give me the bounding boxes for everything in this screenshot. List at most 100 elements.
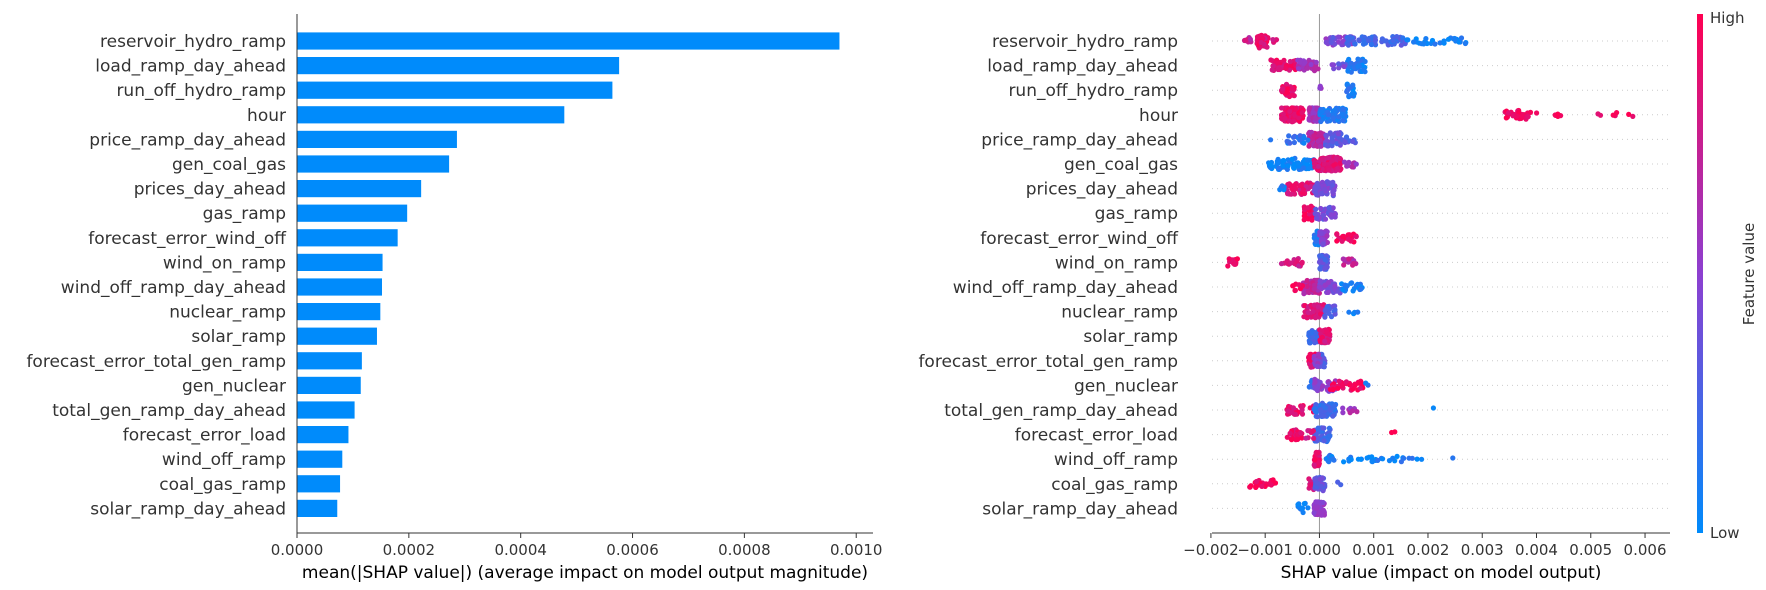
shap-point: [1458, 35, 1465, 41]
feature-label: gen_nuclear: [1074, 376, 1178, 396]
shap-point: [1289, 186, 1295, 192]
shap-point: [1333, 155, 1339, 161]
feature-label: reservoir_hydro_ramp: [992, 32, 1178, 52]
shap-point: [1336, 61, 1342, 67]
feature-label: forecast_error_load: [1015, 426, 1178, 446]
shap-point: [1352, 382, 1358, 388]
shap-point: [1516, 109, 1522, 115]
shap-point: [1331, 162, 1337, 168]
shap-point: [1346, 232, 1352, 238]
shap-point: [1303, 435, 1309, 441]
feature-label: gas_ramp: [1095, 204, 1178, 224]
shap-point: [1286, 133, 1292, 139]
shap-point: [1324, 143, 1331, 149]
shap-point: [1327, 118, 1333, 124]
shap-point: [1392, 429, 1398, 435]
shap-point: [1284, 434, 1290, 440]
shap-point: [1320, 507, 1326, 513]
shap-point: [1332, 311, 1338, 317]
mean-shap-bar-chart: reservoir_hydro_ramp load_ramp_day_aheadr…: [26, 14, 882, 583]
x-tick-label: 0.0010: [830, 541, 883, 559]
bar-run_off_hydro_ramp: [297, 81, 613, 99]
shap-point: [1311, 510, 1317, 516]
shap-point: [1369, 454, 1375, 460]
shap-point: [1317, 143, 1323, 149]
shap-point: [1259, 483, 1265, 489]
shap-point: [1330, 386, 1336, 393]
shap-point: [1503, 115, 1509, 121]
shap-point: [1630, 113, 1636, 119]
shap-point: [1288, 260, 1294, 266]
feature-label: solar_ramp: [191, 327, 286, 347]
shap-point: [1299, 505, 1305, 511]
feature-label: run_off_hydro_ramp: [1008, 81, 1178, 101]
bar-forecast_error_wind_off: [297, 229, 398, 247]
shap-point: [1270, 63, 1276, 69]
shap-point: [1362, 58, 1368, 65]
shap-point: [1289, 156, 1295, 162]
shap-point: [1311, 133, 1317, 139]
x-tick-label: 0.002: [1406, 541, 1449, 559]
colorbar: High Low Feature value: [1697, 9, 1758, 542]
shap-point: [1322, 338, 1328, 344]
shap-point: [1299, 435, 1305, 441]
shap-point: [1456, 39, 1462, 45]
shap-point: [1343, 284, 1349, 290]
shap-point: [1315, 351, 1322, 357]
x-tick-label: 0.001: [1352, 541, 1395, 559]
shap-point: [1350, 261, 1357, 267]
shap-point: [1555, 111, 1561, 117]
shap-point: [1320, 499, 1326, 506]
shap-point: [1308, 61, 1314, 68]
shap-point: [1361, 67, 1367, 73]
shap-point: [1287, 430, 1293, 436]
shap-point: [1225, 263, 1231, 269]
shap-point: [1280, 157, 1287, 164]
shap-point: [1289, 92, 1295, 98]
shap-point: [1320, 383, 1326, 389]
feature-label: forecast_error_total_gen_ramp: [26, 352, 286, 372]
shap-point: [1285, 163, 1291, 169]
shap-point: [1270, 477, 1276, 483]
shap-point: [1329, 135, 1335, 141]
bar-hour: [297, 106, 565, 124]
feature-label: hour: [1139, 106, 1178, 126]
shap-point: [1315, 450, 1321, 456]
shap-point: [1269, 67, 1275, 73]
shap-point: [1411, 39, 1417, 45]
feature-label: load_ramp_day_ahead: [987, 57, 1178, 77]
shap-point: [1349, 408, 1356, 414]
shap-point: [1285, 86, 1291, 92]
shap-point: [1226, 256, 1232, 262]
shap-point: [1506, 110, 1512, 116]
shap-point: [1324, 233, 1330, 239]
shap-point: [1312, 476, 1318, 482]
x-tick-label: 0.0002: [383, 541, 436, 559]
shap-point: [1321, 356, 1327, 362]
feature-label: load_ramp_day_ahead: [95, 57, 286, 77]
shap-point: [1332, 403, 1338, 409]
shap-point: [1297, 137, 1303, 143]
shap-point: [1268, 137, 1274, 143]
x-axis-label: SHAP value (impact on model output): [1281, 563, 1602, 583]
bar-price_ramp_day_ahead: [297, 130, 457, 148]
x-tick-label: 0.000: [1298, 541, 1341, 559]
feature-label: price_ramp_day_ahead: [981, 130, 1178, 150]
shap-point: [1319, 236, 1325, 242]
shap-point: [1298, 182, 1304, 188]
shap-point: [1626, 111, 1632, 117]
bar-coal_gas_ramp: [297, 475, 341, 493]
shap-point: [1318, 253, 1324, 259]
shap-point: [1270, 37, 1276, 43]
shap-point: [1335, 479, 1341, 485]
feature-label: run_off_hydro_ramp: [116, 81, 286, 101]
shap-point: [1432, 41, 1438, 47]
shap-point: [1519, 113, 1525, 119]
feature-label: prices_day_ahead: [134, 180, 286, 200]
feature-label: wind_off_ramp_day_ahead: [61, 278, 286, 298]
feature-label: gen_nuclear: [182, 376, 286, 396]
shap-point: [1317, 137, 1323, 143]
shap-point: [1301, 217, 1307, 223]
shap-point: [1298, 430, 1304, 436]
feature-label: gen_coal_gas: [1064, 155, 1178, 175]
